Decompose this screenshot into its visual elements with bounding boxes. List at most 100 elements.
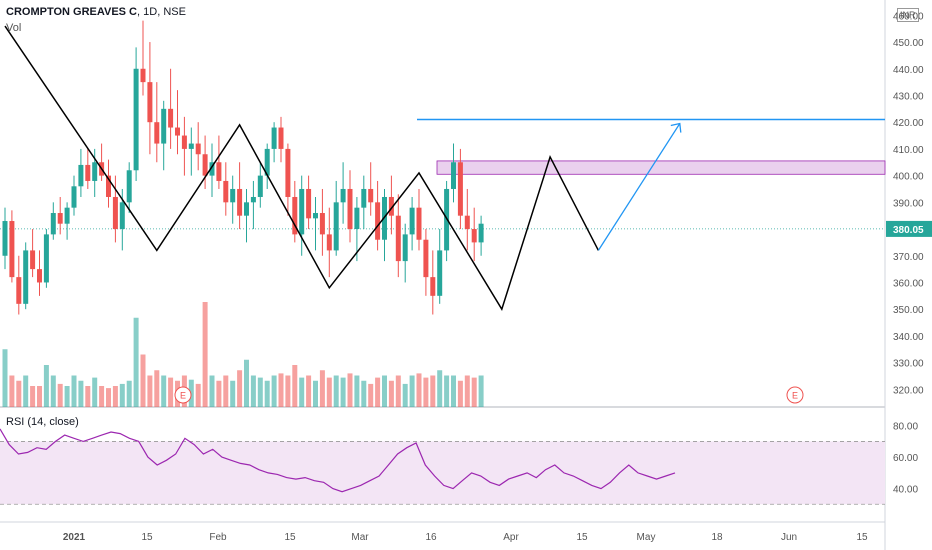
candle-body bbox=[347, 188, 353, 230]
volume-bar bbox=[347, 373, 353, 407]
x-tick-label: Jun bbox=[781, 532, 797, 543]
candle-body bbox=[30, 250, 36, 270]
volume-bar bbox=[368, 383, 374, 407]
candle-body bbox=[147, 82, 153, 123]
y-tick-label: 330.00 bbox=[893, 359, 924, 370]
candle-body bbox=[333, 202, 339, 251]
volume-bar bbox=[333, 375, 339, 407]
exchange-label: NSE bbox=[163, 6, 186, 18]
candle-body bbox=[285, 148, 291, 197]
projection-arrow-head bbox=[670, 122, 682, 133]
x-tick-label: Mar bbox=[351, 532, 369, 543]
volume-bar bbox=[57, 383, 63, 407]
volume-bar bbox=[402, 383, 408, 407]
header-separator-2: , bbox=[157, 6, 164, 18]
currency-badge[interactable]: INR bbox=[897, 8, 919, 22]
candle-body bbox=[292, 196, 298, 235]
candle-body bbox=[437, 250, 443, 296]
candle-body bbox=[126, 170, 132, 203]
volume-bar bbox=[409, 375, 415, 407]
volume-bar bbox=[451, 375, 456, 407]
candle-body bbox=[237, 188, 243, 216]
candle-body bbox=[430, 277, 436, 296]
volume-bar bbox=[140, 354, 146, 407]
candle-body bbox=[188, 143, 194, 149]
candle-body bbox=[209, 162, 215, 176]
candle-body bbox=[195, 143, 201, 155]
volume-bar bbox=[471, 377, 477, 407]
y-tick-label: 390.00 bbox=[893, 198, 924, 209]
volume-bar bbox=[285, 375, 291, 407]
volume-bar bbox=[457, 380, 463, 407]
candle-body bbox=[85, 164, 91, 181]
x-tick-label: May bbox=[637, 532, 656, 543]
y-tick-label: 410.00 bbox=[893, 145, 924, 156]
volume-label: Vol bbox=[6, 22, 22, 34]
candle-body bbox=[43, 234, 49, 283]
volume-bar bbox=[319, 370, 325, 407]
x-tick-label: 18 bbox=[711, 532, 723, 543]
y-tick-label: 440.00 bbox=[893, 65, 924, 76]
x-tick-label: 15 bbox=[284, 532, 296, 543]
candle-body bbox=[402, 234, 408, 262]
candle-body bbox=[451, 162, 456, 189]
candle-body bbox=[112, 196, 118, 230]
candle-body bbox=[375, 202, 381, 240]
volume-bar bbox=[416, 373, 422, 407]
x-tick-label: Apr bbox=[503, 532, 519, 543]
x-tick-label: Feb bbox=[209, 532, 227, 543]
volume-bar bbox=[161, 375, 167, 407]
earnings-badge-label: E bbox=[180, 391, 186, 401]
interval-label: 1D bbox=[143, 6, 158, 18]
candle-body bbox=[478, 223, 484, 243]
volume-bar bbox=[9, 375, 15, 407]
candle-body bbox=[50, 213, 56, 235]
volume-bar bbox=[430, 375, 436, 407]
volume-bar bbox=[292, 365, 298, 407]
candle-body bbox=[340, 188, 346, 203]
candle-body bbox=[278, 127, 284, 149]
rsi-band bbox=[0, 441, 885, 505]
candle-body bbox=[133, 68, 139, 171]
volume-bar bbox=[278, 373, 284, 407]
candle-body bbox=[423, 239, 429, 278]
volume-bar bbox=[202, 302, 208, 407]
x-tick-label: 2021 bbox=[63, 532, 86, 543]
volume-bar bbox=[340, 377, 346, 407]
volume-bar bbox=[147, 375, 153, 407]
candle-body bbox=[216, 162, 222, 181]
candle-body bbox=[416, 207, 422, 240]
symbol-name: CROMPTON GREAVES C bbox=[6, 6, 137, 18]
volume-bar bbox=[154, 370, 160, 407]
candle-body bbox=[257, 175, 263, 197]
candle-body bbox=[175, 127, 180, 136]
y-tick-label: 400.00 bbox=[893, 172, 924, 183]
y-tick-label: 460.00 bbox=[893, 11, 924, 22]
volume-bar bbox=[382, 375, 387, 407]
rsi-label: RSI (14, close) bbox=[6, 416, 79, 428]
y-tick-label: 450.00 bbox=[893, 38, 924, 49]
candle-body bbox=[464, 215, 470, 230]
rsi-line bbox=[0, 428, 676, 493]
volume-bar bbox=[313, 380, 318, 407]
resistance-zone bbox=[436, 160, 886, 175]
x-tick-label: 15 bbox=[856, 532, 868, 543]
candle-body bbox=[230, 188, 236, 203]
candle-body bbox=[2, 221, 8, 256]
volume-bar bbox=[361, 380, 367, 407]
volume-bar bbox=[209, 375, 215, 407]
candle-body bbox=[16, 277, 22, 304]
volume-bar bbox=[257, 377, 263, 407]
volume-bar bbox=[223, 375, 229, 407]
candle-body bbox=[395, 215, 401, 262]
volume-bar bbox=[437, 370, 443, 407]
candle-body bbox=[64, 207, 70, 224]
candle-body bbox=[37, 269, 42, 283]
volume-bar bbox=[119, 383, 125, 407]
volume-bar bbox=[244, 359, 249, 407]
volume-bar bbox=[92, 377, 98, 407]
candle-body bbox=[57, 213, 63, 224]
candle-body bbox=[361, 188, 367, 208]
volume-bar bbox=[71, 375, 77, 407]
